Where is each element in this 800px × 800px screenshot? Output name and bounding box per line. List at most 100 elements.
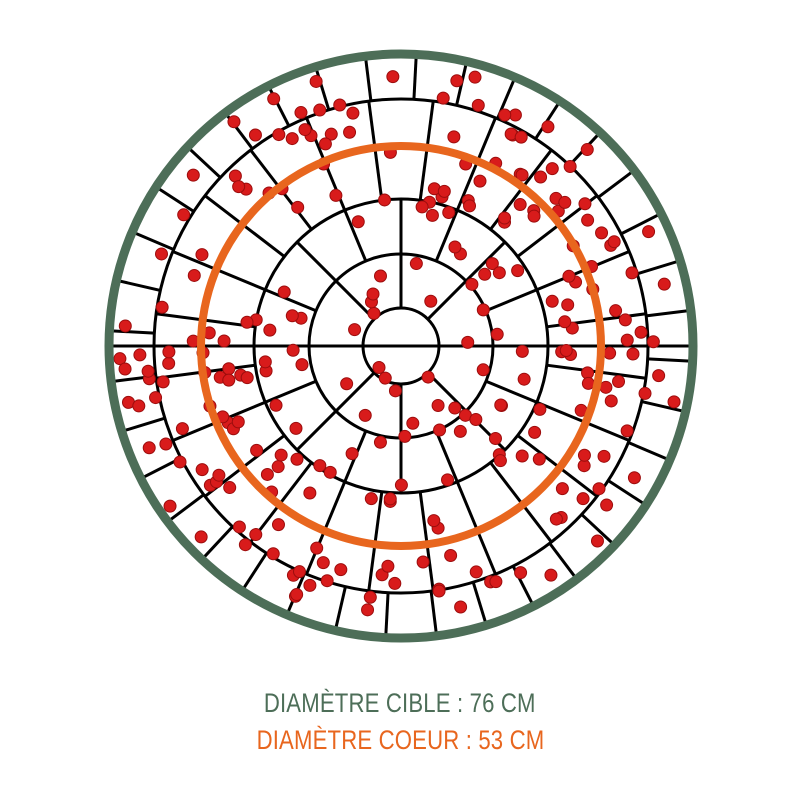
hit-dot: [266, 547, 280, 561]
core-diameter-text: DIAMÈTRE COEUR : 53 CM: [256, 725, 544, 755]
grid-spoke: [636, 259, 681, 276]
hit-dot: [494, 398, 508, 412]
hit-dot: [240, 315, 254, 329]
hit-dot: [431, 399, 445, 413]
hit-dot: [290, 587, 304, 601]
hit-dot: [394, 478, 408, 492]
grid-spoke: [314, 66, 331, 111]
hit-dot: [577, 448, 591, 462]
hit-dot: [498, 211, 512, 225]
hit-dot: [156, 375, 170, 389]
hit-dot: [416, 555, 430, 569]
hit-dot: [231, 415, 245, 429]
hit-dot: [442, 205, 456, 219]
hit-dot: [515, 449, 529, 463]
core-ring: [197, 142, 605, 550]
hit-dot: [195, 463, 209, 477]
hit-dot: [358, 408, 372, 422]
hit-dot: [195, 248, 209, 262]
hit-dot: [329, 188, 343, 202]
hit-dot: [478, 267, 492, 281]
hit-dot: [488, 431, 502, 445]
hit-dot: [291, 200, 305, 214]
hit-dot: [348, 323, 362, 337]
grid-spoke: [548, 542, 578, 581]
grid-spoke: [155, 185, 195, 213]
grid-spoke: [363, 55, 373, 102]
hit-dot: [118, 319, 132, 333]
hit-dot: [217, 334, 231, 348]
target-diameter-caption: DIAMÈTRE CIBLE : 76 CM: [0, 688, 800, 719]
hit-dot: [620, 333, 634, 347]
hit-dot: [258, 355, 272, 369]
hit-dot: [450, 74, 464, 88]
hit-dot: [515, 168, 529, 182]
hit-dot: [597, 449, 611, 463]
hit-dot: [274, 448, 288, 462]
hit-dot: [250, 443, 264, 457]
grid-spoke: [295, 240, 338, 283]
grid-spoke: [607, 479, 647, 507]
hit-dot: [427, 514, 441, 528]
grid-spoke: [627, 441, 671, 462]
hit-dot: [406, 416, 420, 430]
hit-dot: [514, 130, 528, 144]
hit-dot: [113, 352, 127, 366]
hit-dot: [444, 549, 458, 563]
hit-dot: [186, 168, 200, 182]
hit-dot: [620, 424, 634, 438]
hit-dot: [441, 473, 455, 487]
hit-dot: [316, 556, 330, 570]
grid-spoke: [116, 278, 161, 292]
grid-spoke: [200, 525, 234, 561]
hit-dot: [424, 294, 438, 308]
hit-dot: [545, 162, 559, 176]
hit-dot: [421, 370, 435, 384]
hit-dot: [372, 361, 386, 375]
hit-dot: [323, 465, 337, 479]
hit-dot: [469, 412, 483, 426]
hit-dot: [485, 257, 499, 271]
hit-dot: [667, 395, 681, 409]
hit-dot: [249, 528, 263, 542]
hit-dot: [363, 590, 377, 604]
hit-dot: [248, 128, 262, 142]
grid-spoke: [384, 592, 390, 638]
grid-spoke: [240, 552, 268, 592]
hit-dot: [227, 115, 241, 129]
hit-dot: [364, 492, 378, 506]
hit-dot: [294, 106, 308, 120]
grid-spoke: [429, 590, 439, 637]
hit-dot: [513, 198, 527, 212]
hit-dot: [528, 425, 542, 439]
hit-dot: [534, 170, 548, 184]
hit-dot: [489, 575, 503, 589]
hit-dot: [576, 492, 590, 506]
hit-dot: [398, 429, 412, 443]
grid-spoke: [264, 379, 317, 404]
hit-dot: [175, 422, 189, 436]
hit-dot: [461, 335, 475, 349]
hit-dot: [437, 184, 451, 198]
grid-spoke: [412, 54, 418, 100]
hit-dot: [381, 559, 395, 573]
hit-dot: [277, 285, 291, 299]
hit-dot: [351, 215, 365, 229]
hit-dot: [604, 394, 618, 408]
hit-dot: [493, 454, 507, 468]
hit-dot: [346, 106, 360, 120]
hit-dot: [289, 421, 303, 435]
hit-dot: [222, 373, 236, 387]
hit-dot: [600, 498, 614, 512]
hit-dot: [454, 600, 468, 614]
grid-spoke: [121, 416, 166, 433]
hit-dot: [559, 344, 573, 358]
grid-spoke: [334, 371, 376, 413]
hit-dot: [590, 534, 604, 548]
hit-dot: [533, 402, 547, 416]
hit-dot: [627, 471, 641, 485]
hit-dot: [133, 348, 147, 362]
grid-spoke: [264, 288, 317, 313]
target-diameter-text: DIAMÈTRE CIBLE : 76 CM: [264, 688, 536, 718]
hit-dot: [232, 180, 246, 194]
